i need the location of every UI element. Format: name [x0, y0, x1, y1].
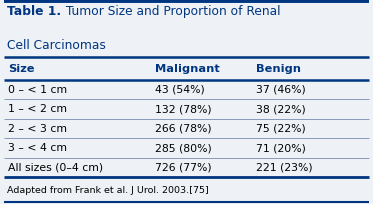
Text: 1 – < 2 cm: 1 – < 2 cm: [8, 104, 67, 114]
Text: 43 (54%): 43 (54%): [155, 85, 204, 95]
Text: Table 1. Tumor Size and Proportion of Renal: Table 1. Tumor Size and Proportion of Re…: [7, 5, 272, 18]
Text: Table 1.: Table 1.: [7, 5, 61, 18]
Text: 266 (78%): 266 (78%): [155, 124, 211, 134]
Text: 75 (22%): 75 (22%): [256, 124, 305, 134]
Text: Benign: Benign: [256, 63, 301, 74]
Text: Cell Carcinomas: Cell Carcinomas: [7, 39, 106, 52]
Text: 285 (80%): 285 (80%): [155, 143, 211, 153]
Text: Adapted from Frank et al. J Urol. 2003.[75]: Adapted from Frank et al. J Urol. 2003.[…: [7, 186, 209, 195]
Text: 71 (20%): 71 (20%): [256, 143, 305, 153]
Text: All sizes (0–4 cm): All sizes (0–4 cm): [8, 163, 103, 173]
Text: 38 (22%): 38 (22%): [256, 104, 305, 114]
Text: 37 (46%): 37 (46%): [256, 85, 305, 95]
Text: Tumor Size and Proportion of Renal: Tumor Size and Proportion of Renal: [62, 5, 280, 18]
Text: 221 (23%): 221 (23%): [256, 163, 312, 173]
Text: Malignant: Malignant: [155, 63, 220, 74]
Text: Size: Size: [8, 63, 35, 74]
Text: 726 (77%): 726 (77%): [155, 163, 211, 173]
Text: 2 – < 3 cm: 2 – < 3 cm: [8, 124, 67, 134]
Text: 0 – < 1 cm: 0 – < 1 cm: [8, 85, 68, 95]
Text: 132 (78%): 132 (78%): [155, 104, 211, 114]
Text: 3 – < 4 cm: 3 – < 4 cm: [8, 143, 67, 153]
